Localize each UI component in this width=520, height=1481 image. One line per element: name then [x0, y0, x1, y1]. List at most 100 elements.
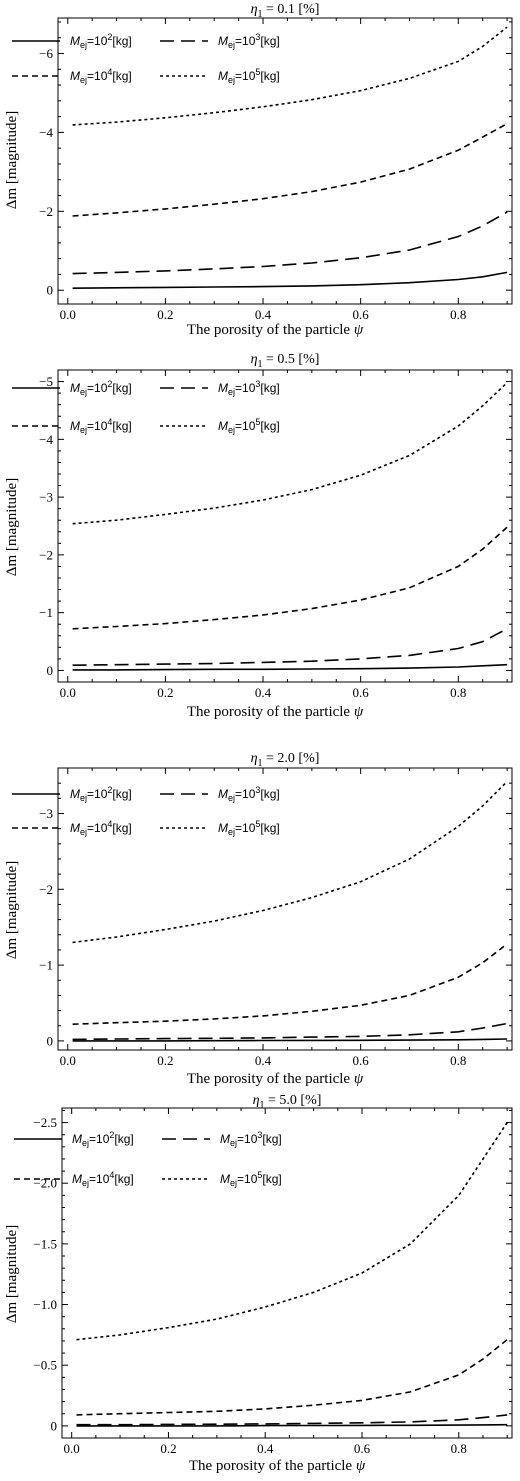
- y-tick-label: −0.5: [33, 1358, 57, 1373]
- legend-mass-symbol: M: [218, 69, 228, 83]
- legend-mass-symbol: M: [218, 34, 228, 48]
- legend-mass-unit: [kg]: [112, 821, 131, 835]
- legend-mass-symbol: M: [220, 1132, 230, 1146]
- y-tick-label: −2: [39, 547, 53, 562]
- y-tick-label: −3: [39, 806, 53, 821]
- plot-frame: [57, 369, 513, 683]
- x-tick-label: 0.0: [60, 685, 76, 700]
- legend-label: Mej=103[kg]: [218, 379, 280, 397]
- series-line-mej-1e2: [76, 1423, 508, 1427]
- x-axis-label: The porosity of the particle ψ: [187, 704, 364, 720]
- legend-mass-subscript: ej: [228, 793, 235, 803]
- legend-mass-base: =10: [89, 1132, 110, 1146]
- title-symbol: η: [251, 2, 258, 17]
- series-line-mej-1e5: [72, 382, 508, 525]
- series-line-mej-1e2: [72, 271, 508, 289]
- legend-mass-base: =10: [87, 787, 108, 801]
- x-tick-label: 0.4: [257, 1441, 274, 1456]
- legend-mass-exponent: 2: [107, 379, 112, 389]
- legend-mass-base: =10: [235, 69, 256, 83]
- legend-mass-subscript: ej: [80, 425, 87, 435]
- legend-mass-base: =10: [237, 1172, 258, 1186]
- series-line-mej-1e4: [72, 943, 508, 1025]
- legend-mass-exponent: 2: [107, 32, 112, 42]
- x-tick-label: 0.2: [157, 1053, 173, 1068]
- legend-label: Mej=105[kg]: [218, 67, 280, 85]
- y-axis-label: Δm [magnitude]: [4, 861, 20, 959]
- y-tick-label: −4: [39, 432, 53, 447]
- series-line-mej-1e4: [76, 1339, 508, 1416]
- series-line-mej-1e4: [72, 122, 508, 217]
- legend-mass-base: =10: [87, 381, 108, 395]
- legend-mass-unit: [kg]: [262, 1132, 281, 1146]
- legend-label: Mej=102[kg]: [70, 32, 132, 50]
- x-tick-label: 0.8: [450, 307, 466, 322]
- legend-mass-unit: [kg]: [114, 1172, 133, 1186]
- legend-mass-exponent: 3: [255, 785, 260, 795]
- series-line-mej-1e5: [72, 781, 508, 944]
- legend-label: Mej=102[kg]: [70, 379, 132, 397]
- legend-mass-unit: [kg]: [112, 69, 131, 83]
- y-tick-label: −1.5: [33, 1236, 57, 1251]
- y-axis-label: Δm [magnitude]: [4, 478, 20, 576]
- chart-title: η1 = 5.0 [%]: [253, 1093, 322, 1111]
- legend-mass-subscript: ej: [230, 1138, 237, 1148]
- series-line-mej-1e3: [76, 1414, 508, 1426]
- legend-mass-unit: [kg]: [112, 787, 131, 801]
- legend: Mej=102[kg] Mej=103[kg]Mej=104[kg] Mej=105…: [12, 785, 280, 837]
- legend-mass-base: =10: [87, 821, 108, 835]
- legend: Mej=102[kg] Mej=103[kg]Mej=104[kg] Mej=105…: [12, 379, 280, 435]
- legend-mass-unit: [kg]: [260, 821, 279, 835]
- legend-mass-subscript: ej: [82, 1178, 89, 1188]
- y-tick-label: −3: [39, 490, 53, 505]
- x-tick-label: 0.8: [450, 685, 466, 700]
- title-subscript: 1: [258, 9, 263, 20]
- x-tick-label: 0.4: [255, 1053, 272, 1068]
- legend-mass-symbol: M: [70, 419, 80, 433]
- title-symbol: η: [253, 1093, 260, 1108]
- legend-mass-base: =10: [235, 34, 256, 48]
- legend-mass-subscript: ej: [230, 1178, 237, 1188]
- x-tick-label: 0.6: [353, 1053, 370, 1068]
- y-tick-label: −1.0: [33, 1297, 57, 1312]
- legend-label: Mej=104[kg]: [70, 819, 132, 837]
- legend-mass-symbol: M: [70, 34, 80, 48]
- legend-mass-subscript: ej: [228, 827, 235, 837]
- x-axis-label: The porosity of the particle ψ: [189, 1458, 366, 1474]
- legend-mass-exponent: 5: [255, 819, 260, 829]
- legend-mass-symbol: M: [218, 821, 228, 835]
- legend-mass-exponent: 5: [255, 67, 260, 77]
- legend-mass-base: =10: [89, 1172, 110, 1186]
- series-line-mej-1e3: [72, 628, 508, 666]
- legend-label: Mej=104[kg]: [70, 417, 132, 435]
- legend-mass-exponent: 5: [257, 1170, 262, 1180]
- legend-mass-base: =10: [87, 419, 108, 433]
- title-value: = 0.1 [%]: [263, 2, 320, 17]
- legend-mass-symbol: M: [72, 1132, 82, 1146]
- legend-mass-exponent: 4: [107, 417, 112, 427]
- legend: Mej=102[kg] Mej=103[kg]Mej=104[kg] Mej=105…: [12, 32, 280, 85]
- x-axis-label: The porosity of the particle ψ: [187, 322, 364, 338]
- title-subscript: 1: [258, 359, 263, 370]
- plot-frame: [61, 1107, 513, 1439]
- x-tick-label: 0.8: [450, 1053, 466, 1068]
- legend-mass-base: =10: [237, 1132, 258, 1146]
- y-tick-label: −2.0: [33, 1176, 57, 1191]
- legend-mass-subscript: ej: [80, 793, 87, 803]
- title-value: = 2.0 [%]: [263, 751, 320, 766]
- x-axis-label-symbol: ψ: [356, 1458, 366, 1474]
- legend-mass-symbol: M: [72, 1172, 82, 1186]
- legend-mass-exponent: 5: [255, 417, 260, 427]
- x-tick-label: 0.2: [157, 685, 173, 700]
- legend-label: Mej=103[kg]: [220, 1130, 282, 1148]
- x-tick-label: 0.0: [64, 1441, 80, 1456]
- x-tick-label: 0.6: [353, 685, 370, 700]
- legend-mass-symbol: M: [70, 69, 80, 83]
- y-tick-label: 0: [51, 1418, 58, 1433]
- chart-title: η1 = 0.1 [%]: [251, 2, 320, 20]
- legend-mass-exponent: 3: [257, 1130, 262, 1140]
- y-axis-label: Δm [magnitude]: [4, 1225, 20, 1323]
- y-tick-label: −2: [39, 882, 53, 897]
- legend-label: Mej=105[kg]: [218, 417, 280, 435]
- legend-mass-unit: [kg]: [114, 1132, 133, 1146]
